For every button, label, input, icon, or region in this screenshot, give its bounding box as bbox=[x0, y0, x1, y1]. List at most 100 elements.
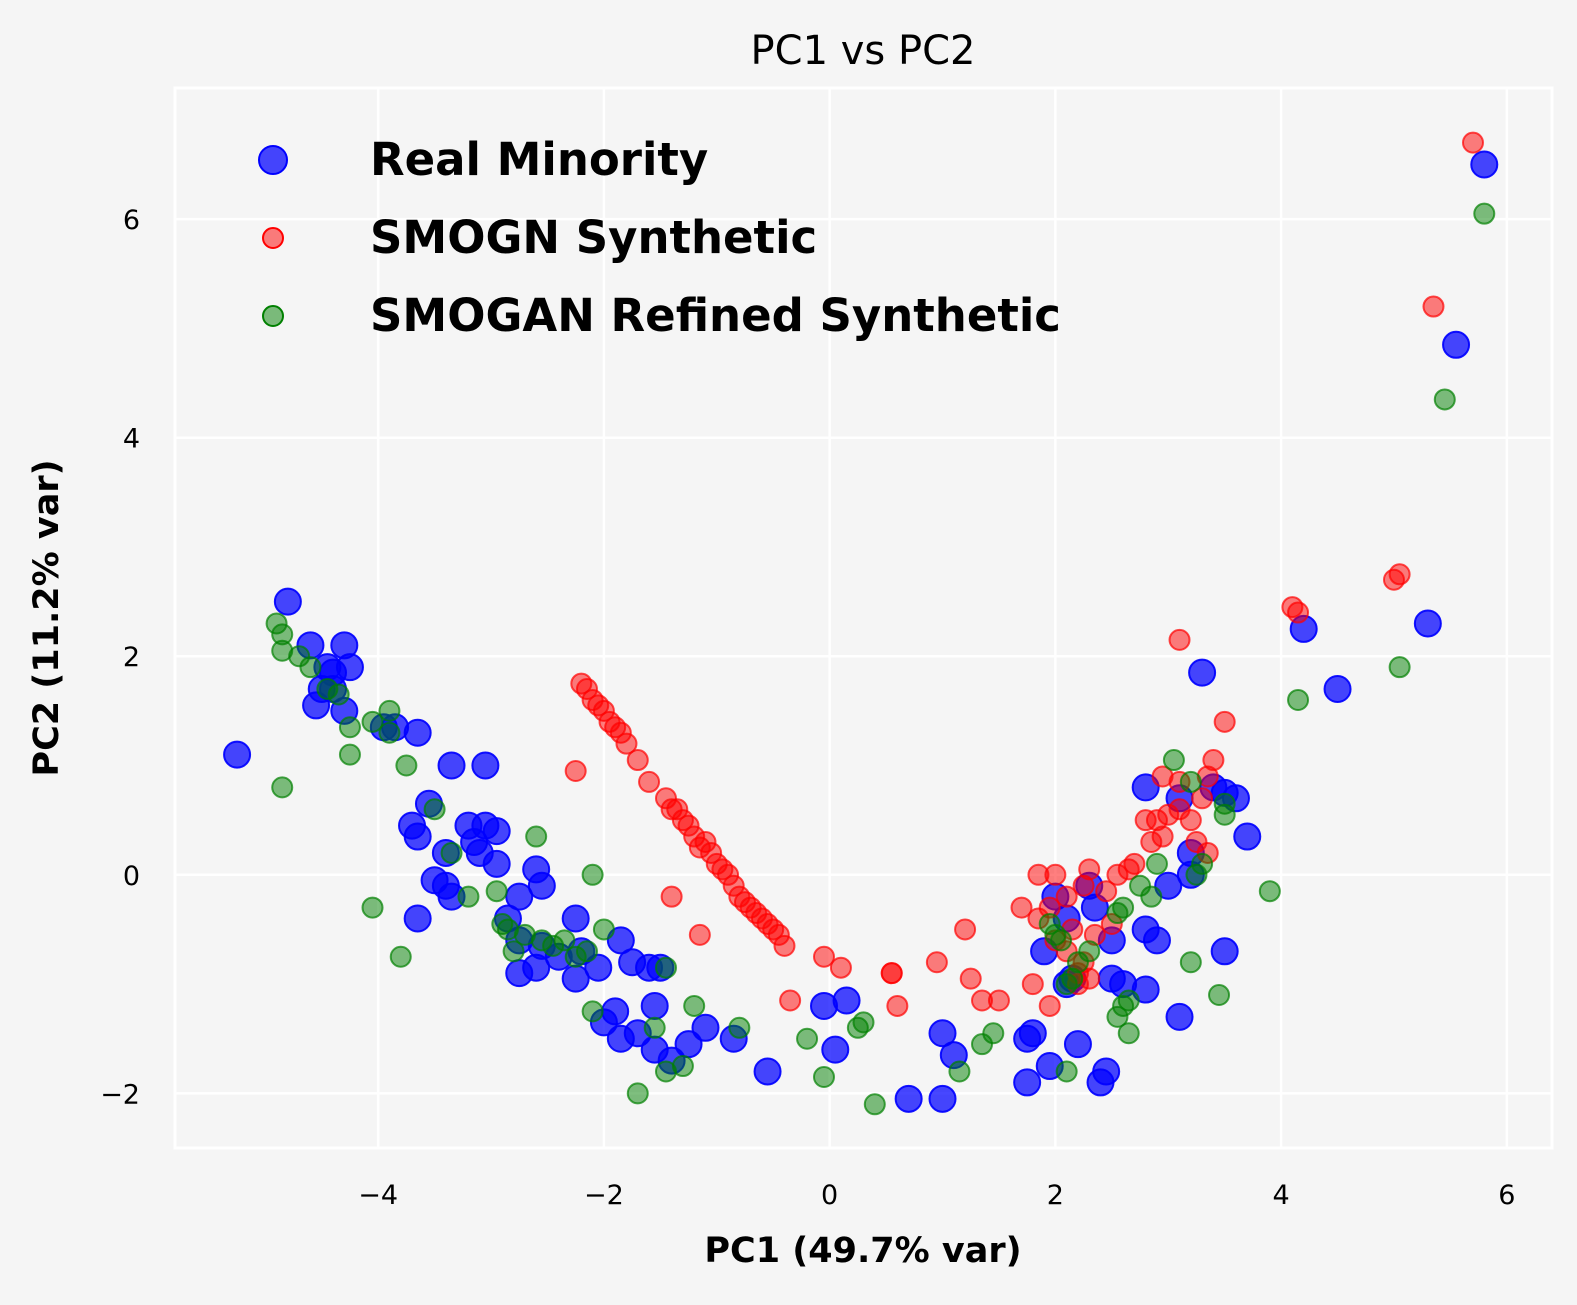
point-smogan-refined bbox=[1258, 880, 1281, 903]
point-smogan-refined bbox=[395, 754, 418, 777]
point-smogan-refined bbox=[271, 776, 294, 799]
point-real-minority bbox=[1013, 1024, 1042, 1053]
point-smogn-synthetic bbox=[925, 951, 948, 974]
point-smogan-refined bbox=[1129, 874, 1152, 897]
point-smogan-refined bbox=[1055, 1060, 1078, 1083]
point-smogan-refined bbox=[1044, 923, 1067, 946]
point-real-minority bbox=[1165, 1002, 1194, 1031]
point-smogan-refined bbox=[423, 798, 446, 821]
point-smogan-refined bbox=[863, 1093, 886, 1116]
point-smogan-refined bbox=[316, 678, 339, 701]
point-real-minority bbox=[273, 587, 302, 616]
point-real-minority bbox=[618, 948, 647, 977]
point-smogan-refined bbox=[378, 721, 401, 744]
point-smogn-synthetic bbox=[1038, 994, 1061, 1017]
x-axis-label: PC1 (49.7% var) bbox=[704, 1231, 1021, 1271]
point-smogn-synthetic bbox=[886, 994, 909, 1017]
point-smogan-refined bbox=[271, 623, 294, 646]
grid-lines bbox=[175, 88, 1552, 1148]
point-smogan-refined bbox=[338, 743, 361, 766]
point-smogan-refined bbox=[1106, 902, 1129, 925]
point-real-minority bbox=[928, 1019, 957, 1048]
plot-area bbox=[173, 86, 1554, 1150]
point-smogn-synthetic bbox=[570, 672, 593, 695]
point-real-minority bbox=[1442, 330, 1471, 359]
point-real-minority bbox=[431, 871, 460, 900]
legend-label-smogn-synthetic: SMOGN Synthetic bbox=[370, 211, 817, 264]
legend-marker-smogan-refined bbox=[262, 305, 284, 327]
point-real-minority bbox=[928, 1084, 957, 1113]
point-smogn-synthetic bbox=[1382, 568, 1405, 591]
point-real-minority bbox=[1097, 964, 1126, 993]
point-smogn-synthetic bbox=[880, 962, 903, 985]
point-smogan-refined bbox=[1117, 1022, 1140, 1045]
point-smogan-refined bbox=[626, 1082, 649, 1105]
legend-label-smogan-refined: SMOGAN Refined Synthetic bbox=[370, 289, 1061, 342]
point-smogan-refined bbox=[457, 885, 480, 908]
point-smogan-refined bbox=[378, 699, 401, 722]
point-smogn-synthetic bbox=[626, 749, 649, 772]
x-tick-label: 0 bbox=[821, 1180, 838, 1211]
point-smogan-refined bbox=[502, 940, 525, 963]
point-smogn-synthetic bbox=[1095, 880, 1118, 903]
point-smogan-refined bbox=[796, 1027, 819, 1050]
point-smogan-refined bbox=[1287, 688, 1310, 711]
point-smogan-refined bbox=[581, 863, 604, 886]
point-real-minority bbox=[437, 751, 466, 780]
point-smogan-refined bbox=[643, 1016, 666, 1039]
legend-marker-smogn-synthetic bbox=[262, 227, 284, 249]
point-smogn-synthetic bbox=[1461, 131, 1484, 154]
point-smogn-synthetic bbox=[812, 945, 835, 968]
point-smogan-refined bbox=[728, 1016, 751, 1039]
point-smogan-refined bbox=[1106, 1005, 1129, 1028]
point-real-minority bbox=[465, 838, 494, 867]
point-smogan-refined bbox=[1145, 852, 1168, 875]
point-smogn-synthetic bbox=[1106, 863, 1129, 886]
point-smogan-refined bbox=[338, 716, 361, 739]
y-tick-label: −2 bbox=[100, 1079, 140, 1110]
point-smogn-synthetic bbox=[1021, 973, 1044, 996]
point-smogn-synthetic bbox=[779, 989, 802, 1012]
point-smogan-refined bbox=[683, 994, 706, 1017]
point-smogan-refined bbox=[1055, 973, 1078, 996]
point-smogan-refined bbox=[491, 912, 514, 935]
point-smogan-refined bbox=[971, 1033, 994, 1056]
point-smogn-synthetic bbox=[1185, 831, 1208, 854]
point-real-minority bbox=[809, 991, 838, 1020]
point-smogn-synthetic bbox=[654, 787, 677, 810]
y-tick-label: 0 bbox=[123, 861, 140, 892]
x-tick-label: −4 bbox=[358, 1180, 398, 1211]
point-smogan-refined bbox=[1208, 984, 1231, 1007]
point-smogn-synthetic bbox=[1168, 628, 1191, 651]
point-smogan-refined bbox=[361, 896, 384, 919]
point-smogan-refined bbox=[1473, 202, 1496, 225]
legend: Real Minority SMOGN Synthetic SMOGAN Ref… bbox=[258, 133, 1061, 342]
point-smogn-synthetic bbox=[1191, 787, 1214, 810]
point-smogan-refined bbox=[389, 945, 412, 968]
point-real-minority bbox=[454, 811, 483, 840]
point-smogan-refined bbox=[948, 1060, 971, 1083]
data-points bbox=[223, 131, 1499, 1116]
legend-marker-real-minority bbox=[258, 145, 288, 175]
point-smogn-synthetic bbox=[1140, 831, 1163, 854]
point-smogn-synthetic bbox=[954, 918, 977, 941]
point-smogan-refined bbox=[1179, 770, 1202, 793]
point-real-minority bbox=[1013, 1068, 1042, 1097]
point-real-minority bbox=[398, 811, 427, 840]
point-real-minority bbox=[1092, 1057, 1121, 1086]
x-tick-label: 6 bbox=[1498, 1180, 1515, 1211]
tick-labels: −4 −2 0 2 4 6 −2 0 2 4 6 bbox=[100, 205, 1515, 1211]
point-real-minority bbox=[640, 991, 669, 1020]
point-real-minority bbox=[223, 740, 252, 769]
point-real-minority bbox=[691, 1013, 720, 1042]
point-smogn-synthetic bbox=[660, 885, 683, 908]
point-smogn-synthetic bbox=[1287, 601, 1310, 624]
point-real-minority bbox=[522, 855, 551, 884]
point-smogan-refined bbox=[564, 945, 587, 968]
point-smogan-refined bbox=[440, 841, 463, 864]
legend-label-real-minority: Real Minority bbox=[370, 133, 708, 186]
point-smogan-refined bbox=[1388, 656, 1411, 679]
point-smogn-synthetic bbox=[1213, 710, 1236, 733]
y-tick-label: 6 bbox=[123, 205, 140, 236]
